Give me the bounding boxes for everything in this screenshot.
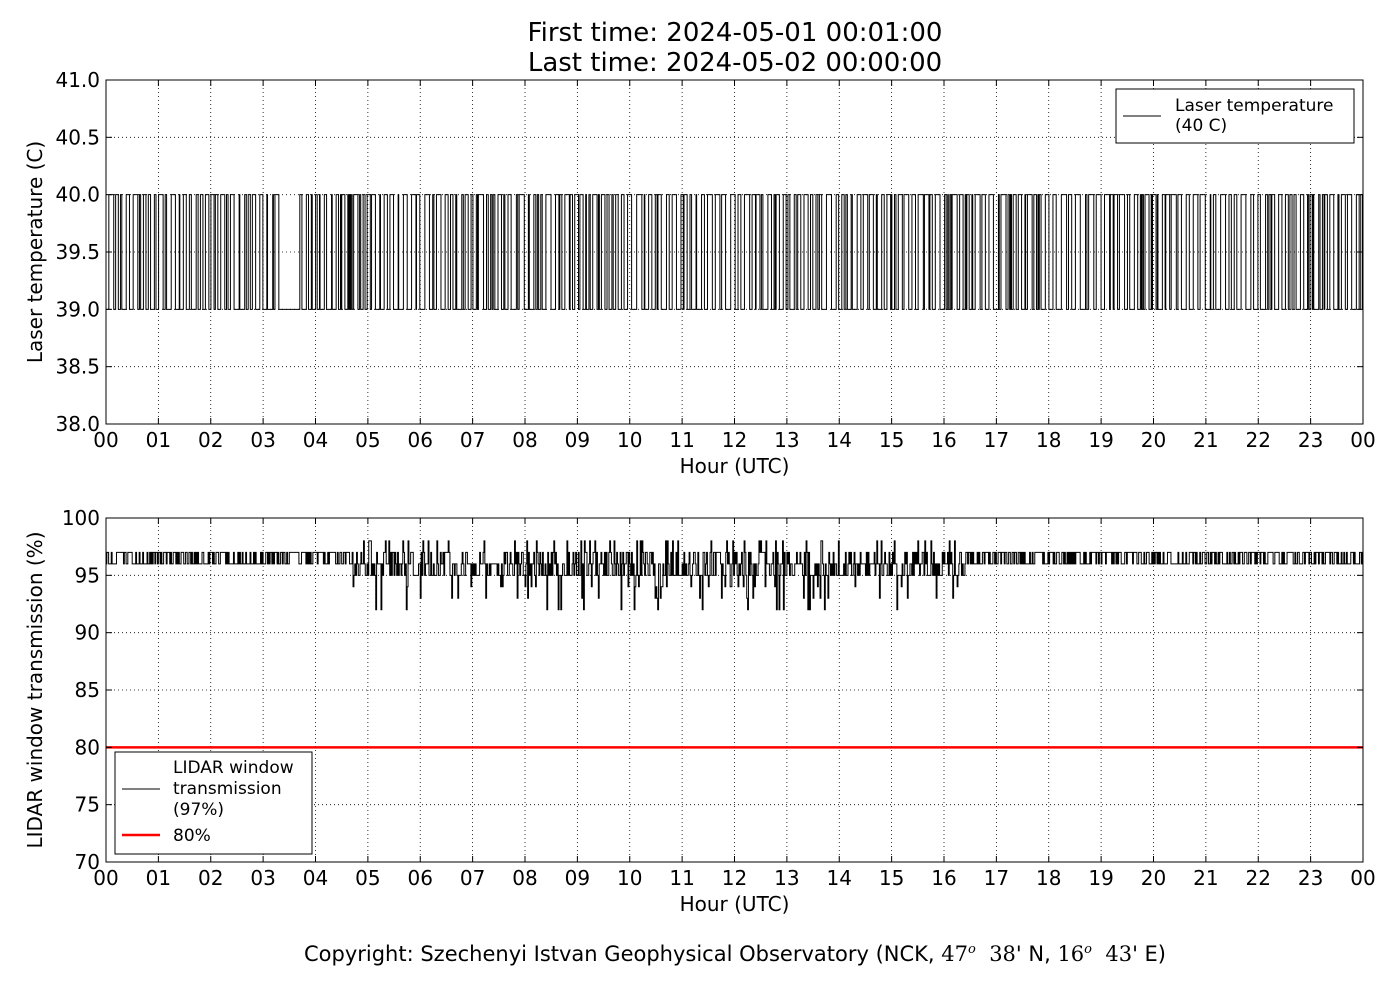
x-tick-label: 12 [722,428,747,452]
x-tick-label: 09 [565,866,590,890]
x-tick-label: 14 [827,866,852,890]
x-tick-label: 20 [1141,866,1166,890]
y-tick-label: 41.0 [55,68,100,92]
x-tick-label: 03 [250,866,275,890]
x-tick-label: 14 [827,428,852,452]
x-tick-label: 10 [617,866,642,890]
y-tick-label: 80 [75,735,100,759]
copyright-footer: Copyright: Szechenyi Istvan Geophysical … [303,942,1167,966]
x-tick-label: 17 [984,428,1009,452]
y-tick-label: 38.0 [55,412,100,436]
legend-label-threshold: 80% [173,826,211,846]
x-tick-label: 00 [93,428,118,452]
x-tick-label: 11 [669,428,694,452]
x-tick-label: 11 [669,866,694,890]
y-axis-label: Laser temperature (C) [23,141,47,363]
x-tick-label: 03 [250,428,275,452]
x-tick-label: 21 [1193,428,1218,452]
y-tick-label: 90 [75,621,100,645]
x-tick-label: 00 [1350,866,1375,890]
y-tick-label: 40.5 [55,125,100,149]
y-tick-label: 38.5 [55,355,100,379]
y-tick-label: 95 [75,563,100,587]
chart-panel-1: 00 01 02 03 04 05 06 07 08 09 10 11 12 13 14 15 16 17 18 19… [23,68,1376,478]
x-tick-label: 05 [355,428,380,452]
x-tick-label: 23 [1298,428,1323,452]
x-tick-label: 18 [1036,428,1061,452]
chart-panel-2: 00 01 02 03 04 05 06 07 08 09 10 11 12 13 14 15 16 17 18 19… [23,506,1376,916]
y-tick-label: 40.0 [55,183,100,207]
x-tick-label: 08 [512,866,537,890]
chart-title-line-1: First time: 2024-05-01 00:01:00 [527,18,943,48]
series-line-lidar-transmission [106,540,1364,611]
x-tick-label: 00 [1350,428,1375,452]
legend-label-laser: Laser temperature [1175,96,1333,116]
chart-title-line-2: Last time: 2024-05-02 00:00:00 [527,48,943,78]
y-tick-label: 39.5 [55,240,100,264]
x-tick-label: 15 [879,866,904,890]
x-tick-label: 02 [198,428,223,452]
legend-label-lidar: LIDAR window [173,758,294,778]
legend-label-lidar: transmission [173,779,282,799]
x-tick-label: 16 [931,866,956,890]
x-tick-label: 01 [146,428,171,452]
x-tick-label: 20 [1141,428,1166,452]
legend-label-laser: (40 C) [1175,116,1227,136]
x-tick-label: 21 [1193,866,1218,890]
y-tick-label: 70 [75,850,100,874]
x-tick-label: 04 [303,428,328,452]
x-tick-label: 15 [879,428,904,452]
x-tick-label: 13 [774,866,799,890]
y-tick-label: 100 [62,506,100,530]
x-axis-label: Hour (UTC) [680,892,790,916]
x-tick-label: 22 [1246,428,1271,452]
x-tick-label: 07 [460,428,485,452]
y-tick-label: 39.0 [55,297,100,321]
legend-label-lidar: (97%) [173,800,224,820]
x-tick-label: 02 [198,866,223,890]
y-tick-label: 75 [75,793,100,817]
x-tick-label: 01 [146,866,171,890]
x-tick-label: 19 [1088,866,1113,890]
x-axis-label: Hour (UTC) [680,454,790,478]
x-tick-label: 05 [355,866,380,890]
x-tick-label: 18 [1036,866,1061,890]
x-tick-label: 12 [722,866,747,890]
x-tick-label: 08 [512,428,537,452]
x-tick-label: 10 [617,428,642,452]
y-axis-label: LIDAR window transmission (%) [23,532,47,849]
x-tick-label: 16 [931,428,956,452]
x-tick-label: 22 [1246,866,1271,890]
y-tick-label: 85 [75,678,100,702]
x-tick-label: 07 [460,866,485,890]
x-tick-label: 00 [93,866,118,890]
x-tick-label: 09 [565,428,590,452]
legend: Laser temperature(40 C) [1115,88,1355,144]
x-tick-label: 06 [408,866,433,890]
x-tick-label: 23 [1298,866,1323,890]
series-line-laser-temperature [106,194,1364,310]
x-tick-label: 17 [984,866,1009,890]
x-tick-label: 13 [774,428,799,452]
x-tick-label: 04 [303,866,328,890]
x-tick-label: 19 [1088,428,1113,452]
x-tick-label: 06 [408,428,433,452]
